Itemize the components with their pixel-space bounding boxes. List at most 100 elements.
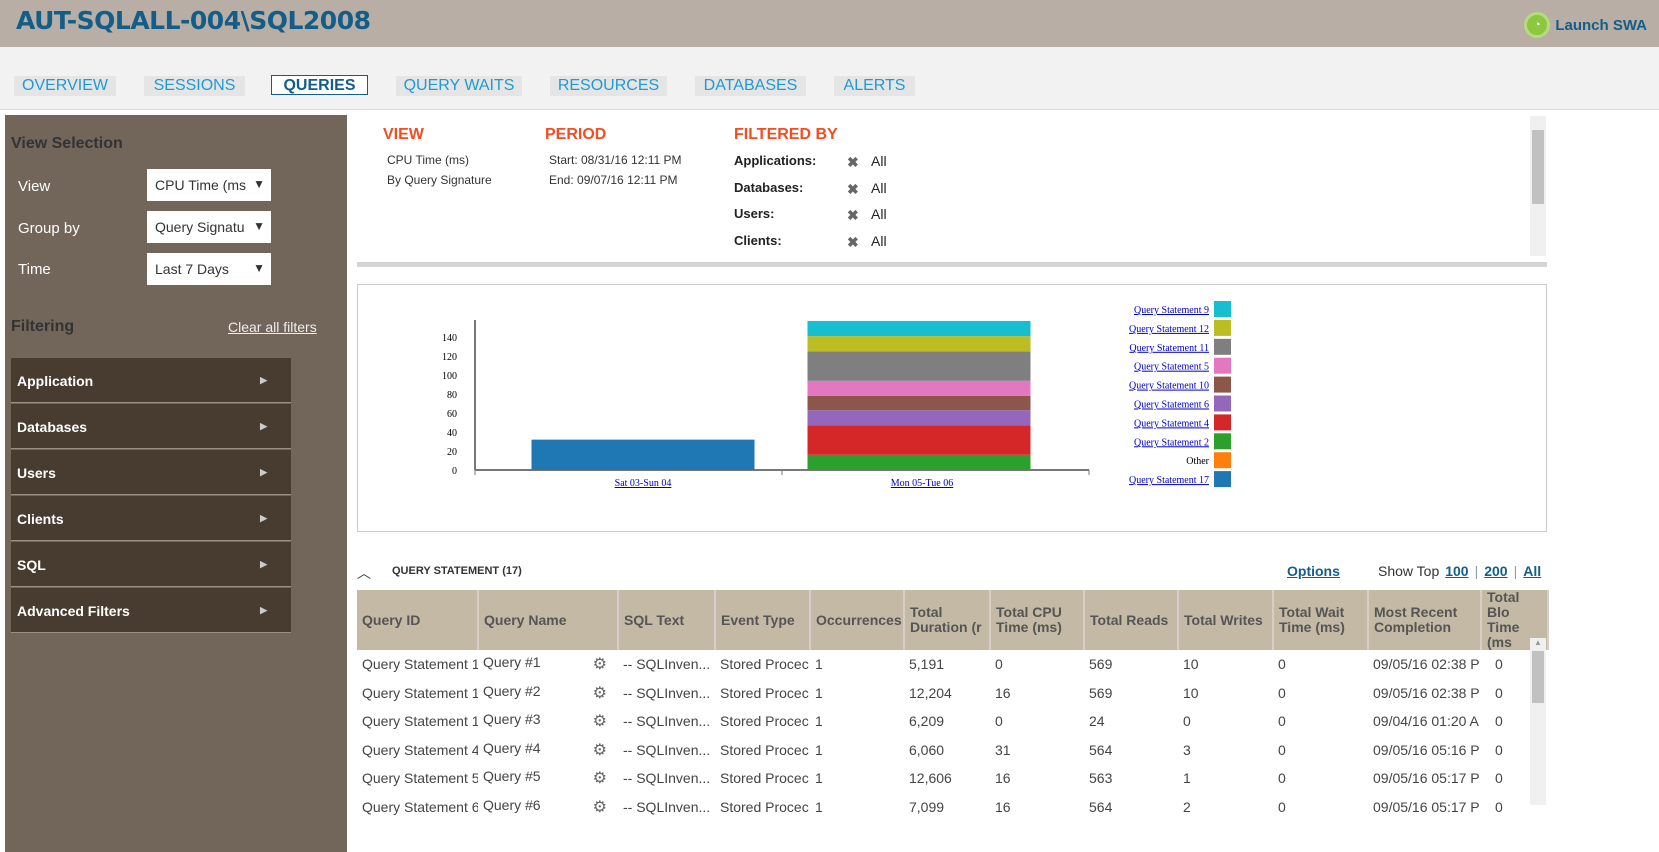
cell-text: 3 bbox=[1183, 741, 1191, 758]
column-header[interactable]: Occurrences bbox=[810, 590, 905, 650]
column-header[interactable]: Total Duration (r bbox=[904, 590, 991, 650]
tab-sessions[interactable]: SESSIONS bbox=[144, 76, 245, 96]
cell-text: 0 bbox=[1278, 713, 1286, 730]
table-row[interactable]: Query Statement 4 Query #4 ⚙ -- SQLInven...… bbox=[357, 736, 1548, 765]
table-cell: 12,606 bbox=[904, 764, 990, 793]
tab-overview[interactable]: OVERVIEW bbox=[14, 76, 116, 96]
tab-query-waits[interactable]: QUERY WAITS bbox=[396, 76, 522, 96]
filter-clients-value: All bbox=[871, 233, 887, 249]
table-cell: 0 bbox=[1273, 650, 1368, 679]
header-bar: AUT-SQLALL-004\SQL2008 ◔ Launch SWA bbox=[0, 0, 1659, 47]
gear-icon[interactable]: ⚙ bbox=[592, 656, 607, 674]
column-header[interactable]: Most Recent Completion bbox=[1368, 590, 1482, 650]
remove-filter-icon[interactable]: ✖ bbox=[847, 234, 859, 250]
legend-swatch bbox=[1214, 319, 1231, 336]
legend-swatch bbox=[1214, 471, 1231, 488]
cell-text: 09/05/16 02:38 P bbox=[1373, 684, 1480, 701]
scrollbar-thumb[interactable] bbox=[1532, 130, 1544, 204]
table-scrollbar[interactable]: ▲ bbox=[1530, 638, 1546, 805]
legend-label: Query Statement 6 bbox=[1134, 400, 1209, 411]
filter-advanced[interactable]: Advanced Filters ▶ bbox=[11, 588, 291, 633]
table-cell: 09/05/16 02:38 P bbox=[1368, 650, 1481, 679]
gear-icon[interactable]: ⚙ bbox=[592, 684, 607, 702]
filter-clients[interactable]: Clients ▶ bbox=[11, 496, 291, 541]
cell-text: 0 bbox=[1278, 656, 1286, 673]
table-row[interactable]: Query Statement 6 Query #6 ⚙ -- SQLInven...… bbox=[357, 793, 1548, 822]
show-top-all[interactable]: All bbox=[1523, 563, 1542, 579]
column-header[interactable]: Event Type bbox=[715, 590, 811, 650]
table-cell: 1 bbox=[1178, 764, 1273, 793]
gear-icon[interactable]: ⚙ bbox=[592, 741, 607, 759]
tab-resources[interactable]: RESOURCES bbox=[550, 76, 667, 96]
view-select[interactable]: CPU Time (ms ▼ bbox=[147, 169, 271, 201]
table-cell: Query Statement 1 bbox=[357, 679, 478, 708]
tab-alerts[interactable]: ALERTS bbox=[834, 76, 915, 96]
table-cell: 5,191 bbox=[904, 650, 990, 679]
table-cell: 10 bbox=[1178, 650, 1273, 679]
view-metric: CPU Time (ms) bbox=[387, 153, 469, 167]
column-header[interactable]: Total Wait Time (ms) bbox=[1273, 590, 1369, 650]
cell-text: -- SQLInven... bbox=[623, 656, 711, 673]
cell-text: Query #4 bbox=[483, 739, 541, 756]
info-scrollbar[interactable] bbox=[1530, 116, 1546, 256]
launch-swa-button[interactable]: ◔ Launch SWA bbox=[1524, 12, 1647, 38]
remove-filter-icon[interactable]: ✖ bbox=[847, 154, 859, 170]
legend-label: Query Statement 4 bbox=[1134, 418, 1209, 429]
table-cell: 0 bbox=[1481, 736, 1548, 765]
legend-label: Query Statement 2 bbox=[1134, 437, 1209, 448]
gear-icon[interactable]: ⚙ bbox=[592, 770, 607, 788]
column-header[interactable]: SQL Text bbox=[618, 590, 716, 650]
time-select[interactable]: Last 7 Days ▼ bbox=[147, 253, 271, 285]
view-label: View bbox=[18, 178, 51, 195]
options-link[interactable]: Options bbox=[1287, 563, 1340, 579]
cell-text: 1 bbox=[815, 741, 823, 758]
remove-filter-icon[interactable]: ✖ bbox=[847, 181, 859, 197]
table-cell: 09/05/16 05:16 P bbox=[1368, 736, 1481, 765]
filter-sql[interactable]: SQL ▶ bbox=[11, 542, 291, 587]
column-header[interactable]: Total CPU Time (ms) bbox=[990, 590, 1085, 650]
scrollbar-thumb[interactable] bbox=[1532, 651, 1544, 703]
gear-icon[interactable]: ⚙ bbox=[592, 798, 607, 816]
remove-filter-icon[interactable]: ✖ bbox=[847, 207, 859, 223]
table-cell: 1 bbox=[810, 707, 904, 736]
filter-application[interactable]: Application ▶ bbox=[11, 358, 291, 403]
expand-arrow-icon: ▶ bbox=[260, 559, 267, 569]
column-header[interactable]: Query ID bbox=[357, 590, 479, 650]
table-cell: 7,099 bbox=[904, 793, 990, 822]
table-cell: 09/05/16 02:38 P bbox=[1368, 679, 1481, 708]
collapse-chevron-icon[interactable]: ︿ bbox=[357, 565, 371, 581]
table-cell: Stored Procec bbox=[715, 650, 810, 679]
view-select-value: CPU Time (ms bbox=[155, 177, 246, 193]
table-cell: 1 bbox=[810, 650, 904, 679]
table-cell: 10 bbox=[1178, 679, 1273, 708]
cell-text: Stored Procec bbox=[720, 713, 809, 730]
cell-text: 0 bbox=[1278, 741, 1286, 758]
table-cell: 0 bbox=[990, 650, 1084, 679]
table-cell: Query Statement 4 bbox=[357, 736, 478, 765]
filter-users[interactable]: Users ▶ bbox=[11, 450, 291, 495]
table-row[interactable]: Query Statement 1 Query #1 ⚙ -- SQLInven...… bbox=[357, 650, 1548, 679]
table-row[interactable]: Query Statement 5 Query #5 ⚙ -- SQLInven...… bbox=[357, 764, 1548, 793]
column-header[interactable]: Total Writes bbox=[1178, 590, 1274, 650]
table-cell: 16 bbox=[990, 764, 1084, 793]
legend-swatch bbox=[1214, 452, 1231, 469]
expand-arrow-icon: ▶ bbox=[260, 513, 267, 523]
column-header[interactable]: Total Reads bbox=[1084, 590, 1179, 650]
show-top-200[interactable]: 200 bbox=[1484, 563, 1508, 579]
table-row[interactable]: Query Statement 1 Query #3 ⚙ -- SQLInven...… bbox=[357, 707, 1548, 736]
table-row[interactable]: Query Statement 1 Query #2 ⚙ -- SQLInven...… bbox=[357, 679, 1548, 708]
tab-databases[interactable]: DATABASES bbox=[695, 76, 806, 96]
tab-queries[interactable]: QUERIES bbox=[271, 75, 368, 95]
clear-all-filters-link[interactable]: Clear all filters bbox=[228, 319, 317, 335]
table-cell: Query #6 ⚙ bbox=[478, 793, 618, 822]
chart-panel: 0 20 40 60 80 100 120 140 Sat 03-Sun 04 Mon 05-Tu… bbox=[357, 284, 1547, 532]
groupby-select[interactable]: Query Signatu ▼ bbox=[147, 211, 271, 243]
table-cell: -- SQLInven... bbox=[618, 793, 715, 822]
column-header[interactable]: Query Name bbox=[478, 590, 619, 650]
filter-databases[interactable]: Databases ▶ bbox=[11, 404, 291, 449]
gear-icon[interactable]: ⚙ bbox=[592, 713, 607, 731]
dropdown-arrow-icon: ▼ bbox=[249, 219, 265, 233]
cell-text: 16 bbox=[995, 798, 1011, 815]
show-top-100[interactable]: 100 bbox=[1445, 563, 1469, 579]
section-title: QUERY STATEMENT (17) bbox=[392, 565, 522, 577]
